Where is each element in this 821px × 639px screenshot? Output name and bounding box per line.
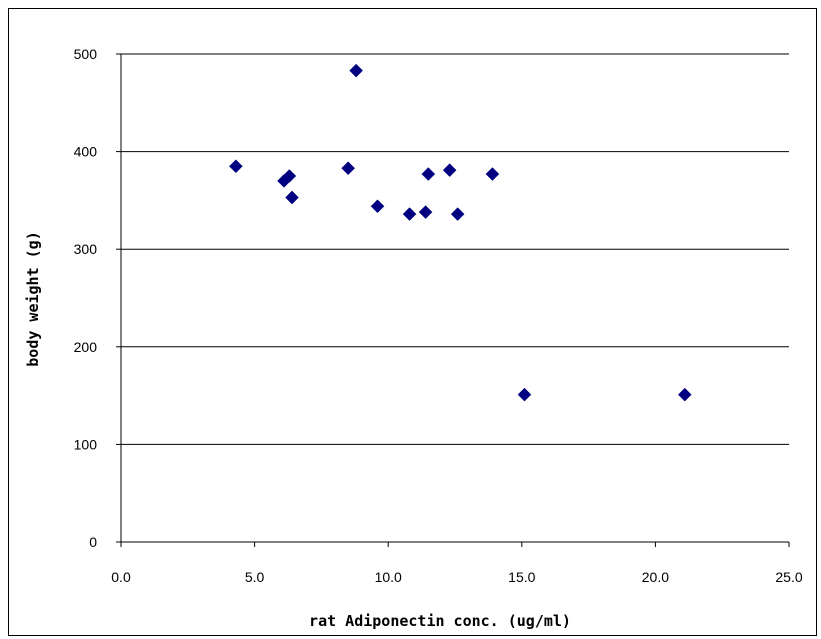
data-point bbox=[402, 207, 417, 221]
data-point bbox=[442, 163, 457, 177]
y-tick-label: 100 bbox=[74, 436, 98, 452]
x-tick-label: 20.0 bbox=[642, 569, 669, 585]
y-tick-label: 0 bbox=[89, 534, 97, 550]
data-points bbox=[229, 63, 692, 402]
y-axis-title: body weight (g) bbox=[24, 231, 42, 366]
y-tick-label: 300 bbox=[74, 241, 98, 257]
x-tick-label: 25.0 bbox=[775, 569, 802, 585]
data-point bbox=[282, 169, 297, 183]
axes bbox=[116, 53, 790, 547]
data-point bbox=[421, 167, 436, 181]
gridlines bbox=[121, 53, 789, 445]
x-axis-title: rat Adiponectin conc. (ug/ml) bbox=[309, 612, 571, 630]
x-tick-label: 0.0 bbox=[111, 569, 131, 585]
data-point bbox=[229, 159, 243, 174]
data-point bbox=[517, 387, 532, 402]
x-tick-labels: 0.0 5.0 10.0 15.0 20.0 25.0 bbox=[111, 569, 803, 585]
data-point bbox=[285, 190, 299, 205]
x-tick-label: 15.0 bbox=[508, 569, 535, 585]
data-point bbox=[370, 199, 385, 214]
data-point bbox=[450, 207, 465, 221]
data-point bbox=[677, 387, 692, 402]
data-point bbox=[485, 167, 500, 181]
data-point bbox=[341, 161, 355, 176]
data-point bbox=[418, 205, 433, 219]
x-tick-label: 5.0 bbox=[245, 569, 265, 585]
y-tick-label: 500 bbox=[74, 46, 98, 62]
chart-frame bbox=[8, 8, 817, 636]
y-tick-labels: 0 100 200 300 400 500 bbox=[74, 46, 98, 550]
x-tick-label: 10.0 bbox=[375, 569, 402, 585]
y-tick-label: 200 bbox=[74, 339, 98, 355]
data-point bbox=[349, 63, 363, 78]
y-tick-label: 400 bbox=[74, 144, 98, 160]
